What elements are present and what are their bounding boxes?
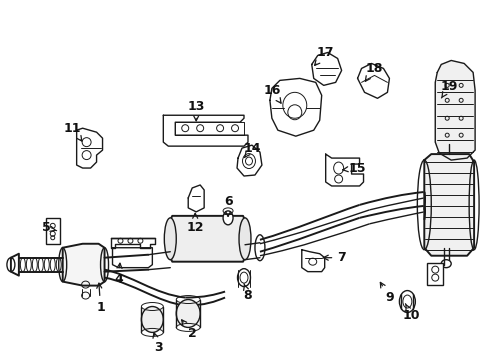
- Text: 12: 12: [186, 213, 203, 234]
- Polygon shape: [357, 63, 388, 98]
- Text: 17: 17: [314, 46, 334, 66]
- Text: 3: 3: [153, 333, 163, 354]
- Polygon shape: [434, 60, 474, 160]
- Text: 2: 2: [182, 320, 196, 340]
- Text: 13: 13: [187, 100, 204, 121]
- Polygon shape: [170, 216, 244, 262]
- Ellipse shape: [399, 291, 414, 312]
- Text: 6: 6: [224, 195, 232, 216]
- Text: 1: 1: [96, 283, 105, 314]
- Text: 4: 4: [114, 263, 122, 286]
- Polygon shape: [269, 78, 321, 136]
- Text: 14: 14: [243, 141, 260, 158]
- Ellipse shape: [239, 218, 250, 260]
- Text: 18: 18: [365, 62, 383, 81]
- Ellipse shape: [176, 300, 200, 328]
- Polygon shape: [163, 115, 247, 146]
- Text: 7: 7: [323, 251, 346, 264]
- Polygon shape: [424, 154, 473, 256]
- Text: 11: 11: [64, 122, 81, 141]
- Text: 5: 5: [42, 221, 57, 234]
- Polygon shape: [188, 185, 203, 212]
- Ellipse shape: [164, 218, 176, 260]
- Text: 19: 19: [440, 80, 457, 98]
- Polygon shape: [301, 250, 324, 272]
- Ellipse shape: [141, 306, 163, 332]
- Bar: [427, 263, 442, 285]
- Text: 10: 10: [402, 304, 419, 322]
- Text: 16: 16: [263, 84, 281, 103]
- Text: 15: 15: [342, 162, 366, 175]
- Text: 8: 8: [243, 284, 252, 302]
- Text: 9: 9: [380, 282, 393, 304]
- Polygon shape: [62, 244, 104, 285]
- Ellipse shape: [237, 269, 250, 287]
- Polygon shape: [77, 128, 102, 168]
- Ellipse shape: [223, 211, 233, 225]
- Polygon shape: [325, 154, 363, 186]
- Bar: [46, 218, 60, 244]
- Polygon shape: [237, 145, 262, 176]
- Polygon shape: [311, 53, 341, 85]
